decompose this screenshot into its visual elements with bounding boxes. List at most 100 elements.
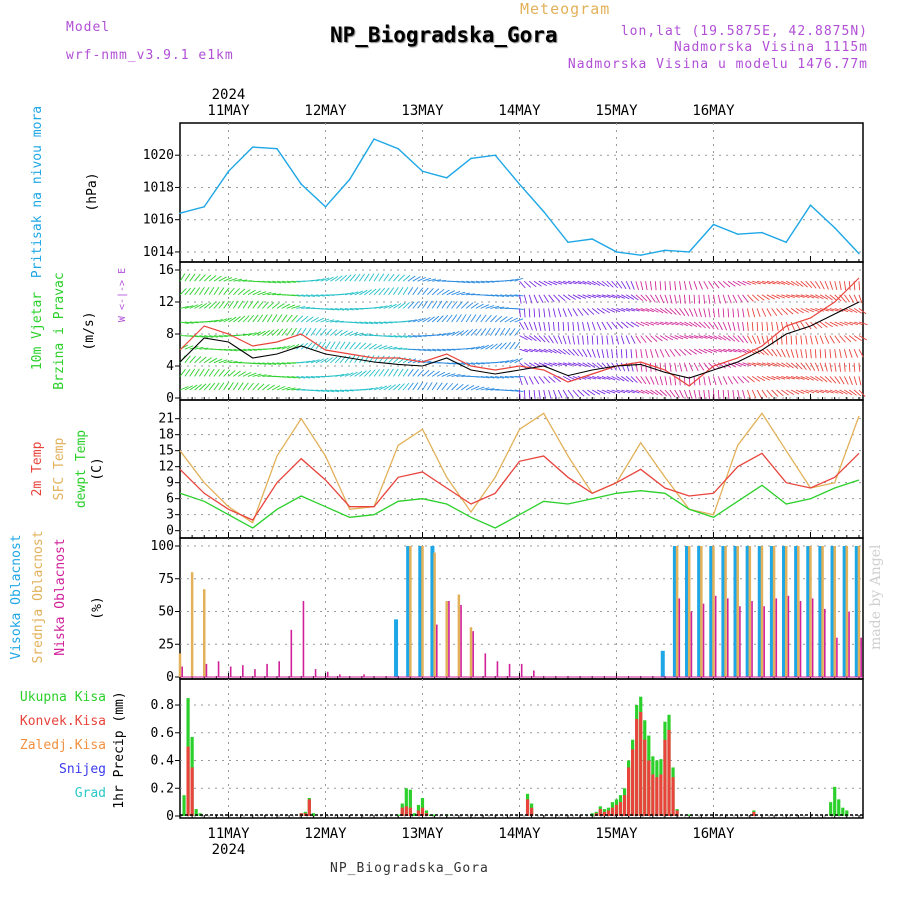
wind-barb bbox=[189, 287, 196, 296]
wind-barb bbox=[262, 374, 272, 377]
wind-barb bbox=[553, 376, 561, 383]
wind-barb bbox=[436, 382, 443, 391]
cloud-bar-low bbox=[533, 670, 535, 677]
wind-barb bbox=[737, 308, 740, 318]
wind-barb bbox=[820, 307, 829, 312]
wind-barb bbox=[548, 348, 557, 354]
wind-barb bbox=[698, 335, 708, 339]
wind-barb bbox=[373, 369, 380, 377]
wind-barb bbox=[795, 294, 805, 298]
wind-barb bbox=[834, 349, 837, 359]
wind-barb bbox=[708, 376, 712, 386]
wind-barb bbox=[727, 308, 730, 318]
wind-barb bbox=[630, 281, 635, 290]
wind-barb bbox=[397, 368, 404, 377]
station-title: NP_Biogradska_Gora bbox=[330, 23, 558, 47]
cloud-bar-high bbox=[745, 546, 750, 677]
wind-barb bbox=[393, 383, 401, 391]
wind-barb bbox=[354, 307, 364, 310]
wind-barb bbox=[296, 294, 306, 297]
wind-barb bbox=[504, 316, 513, 323]
wind-barb bbox=[208, 275, 217, 282]
wind-barb bbox=[272, 346, 282, 350]
wind-barb bbox=[669, 308, 677, 315]
wind-barb bbox=[703, 376, 706, 386]
wind-barb bbox=[820, 389, 829, 394]
wind-barb bbox=[800, 280, 808, 288]
cloud-bar-middle bbox=[724, 546, 727, 677]
wind-barb bbox=[412, 318, 422, 323]
wind-barb bbox=[654, 281, 657, 291]
wind-barb bbox=[790, 335, 793, 345]
wind-barb bbox=[373, 321, 383, 325]
wind-barb bbox=[271, 385, 281, 391]
wind-barb bbox=[189, 384, 198, 391]
y-tick-label: 9 bbox=[166, 476, 174, 491]
wind-barb bbox=[470, 314, 477, 323]
cloud-bar-middle bbox=[821, 546, 824, 677]
wind-barb bbox=[674, 308, 681, 316]
cloud-bar-low bbox=[290, 629, 293, 677]
y-tick-label: 4 bbox=[166, 359, 174, 374]
wind-barb bbox=[466, 347, 476, 350]
wind-barb bbox=[199, 383, 207, 391]
wind-barb bbox=[461, 384, 469, 391]
wind-barb bbox=[223, 348, 233, 352]
wind-barb bbox=[315, 389, 325, 392]
wind-barb bbox=[252, 314, 259, 323]
wind-direction-legend: W <-|-> E bbox=[117, 268, 128, 322]
wind-barb bbox=[383, 384, 392, 391]
wind-barb bbox=[335, 320, 345, 323]
wind-barb bbox=[562, 308, 567, 317]
wind-barb bbox=[776, 280, 786, 285]
wind-barb bbox=[335, 389, 345, 393]
wind-barb bbox=[771, 348, 778, 357]
wind-barb bbox=[364, 343, 372, 350]
wind-barb bbox=[650, 389, 659, 396]
wind-barb bbox=[276, 303, 285, 309]
cloud-bar-high bbox=[430, 546, 435, 677]
wind-barb bbox=[296, 327, 302, 336]
wind-barb bbox=[674, 294, 677, 304]
wind-barb bbox=[824, 335, 830, 344]
wind-barb bbox=[625, 321, 634, 328]
cloud-bar-high bbox=[672, 546, 677, 677]
wind-barb bbox=[679, 362, 683, 372]
wind-barb bbox=[780, 321, 784, 331]
wind-barb bbox=[233, 316, 241, 323]
wind-barb bbox=[727, 362, 737, 368]
wind-barb bbox=[781, 294, 791, 299]
wind-barb bbox=[630, 349, 633, 359]
wind-barb bbox=[402, 301, 411, 309]
wind-barb bbox=[683, 308, 690, 317]
wind-barb bbox=[703, 280, 709, 290]
wind-barb bbox=[514, 357, 523, 364]
wind-barb bbox=[708, 362, 716, 370]
wind-barb bbox=[523, 294, 528, 304]
wind-barb bbox=[514, 328, 521, 336]
wind-barb bbox=[402, 286, 409, 296]
wind-barb bbox=[339, 292, 350, 296]
wind-barb bbox=[674, 362, 677, 372]
wind-barb bbox=[814, 349, 817, 359]
wind-barb bbox=[655, 335, 663, 342]
wind-barb bbox=[533, 308, 536, 318]
wind-barb bbox=[781, 389, 789, 396]
cloud-unit: (%) bbox=[90, 596, 105, 619]
wind-barb bbox=[301, 375, 311, 379]
wind-barb bbox=[344, 372, 354, 377]
cloud-bar-low bbox=[302, 601, 305, 677]
wind-barb bbox=[490, 294, 500, 297]
wind-barb bbox=[339, 389, 350, 392]
wind-barb bbox=[843, 349, 848, 359]
wind-barb bbox=[814, 335, 819, 345]
wind-barb bbox=[756, 308, 761, 318]
wind-barb bbox=[548, 308, 551, 318]
wind-barb bbox=[669, 335, 679, 340]
wind-barb bbox=[349, 371, 358, 377]
wind-barb bbox=[281, 362, 291, 365]
wind-barb bbox=[529, 348, 538, 353]
wind-barb bbox=[611, 389, 621, 394]
cloud-bar-low bbox=[848, 611, 850, 677]
